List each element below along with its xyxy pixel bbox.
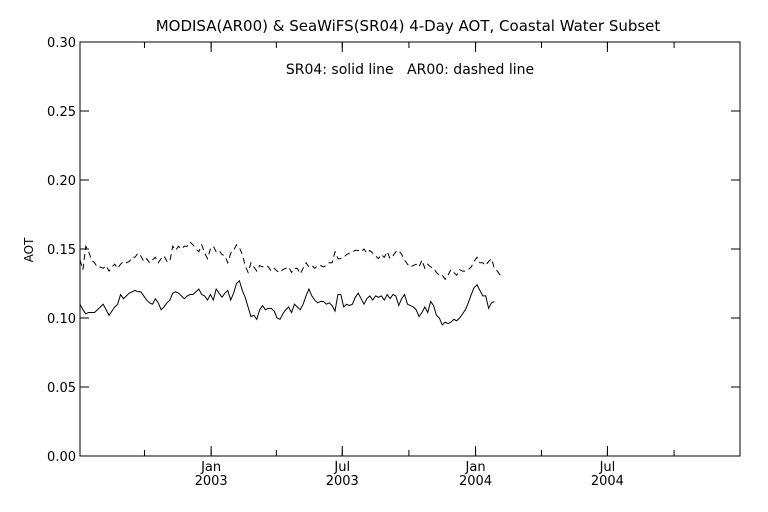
x-tick-month-label: Jan	[200, 460, 221, 475]
y-axis: 0.00 0.05 0.10 0.15 0.20 0.25 0.30	[47, 36, 740, 465]
series-line-sr04	[79, 279, 495, 326]
x-tick-month-label: Jan	[465, 460, 486, 475]
y-tick-label: 0.15	[47, 243, 76, 258]
series-line-ar00	[79, 241, 501, 281]
plot-area-frame	[79, 41, 741, 457]
x-tick-year-label: 2004	[459, 474, 492, 489]
x-tick-month-label: Jul	[599, 460, 616, 475]
y-tick-label: 0.00	[47, 450, 76, 465]
x-tick-year-label: 2004	[591, 474, 624, 489]
y-tick-label: 0.05	[47, 381, 76, 396]
chart-title: MODISA(AR00) & SeaWiFS(SR04) 4-Day AOT, …	[156, 17, 661, 35]
legend-annotation: SR04: solid line AR00: dashed line	[286, 62, 534, 78]
y-tick-label: 0.30	[47, 36, 76, 51]
y-axis-label: AOT	[22, 237, 36, 262]
y-tick-label: 0.25	[47, 105, 76, 120]
x-tick-year-label: 2003	[326, 474, 359, 489]
y-tick-label: 0.10	[47, 312, 76, 327]
x-tick-month-label: Jul	[333, 460, 350, 475]
series-layer	[79, 241, 501, 326]
x-tick-year-label: 2003	[195, 474, 228, 489]
y-tick-label: 0.20	[47, 174, 76, 189]
